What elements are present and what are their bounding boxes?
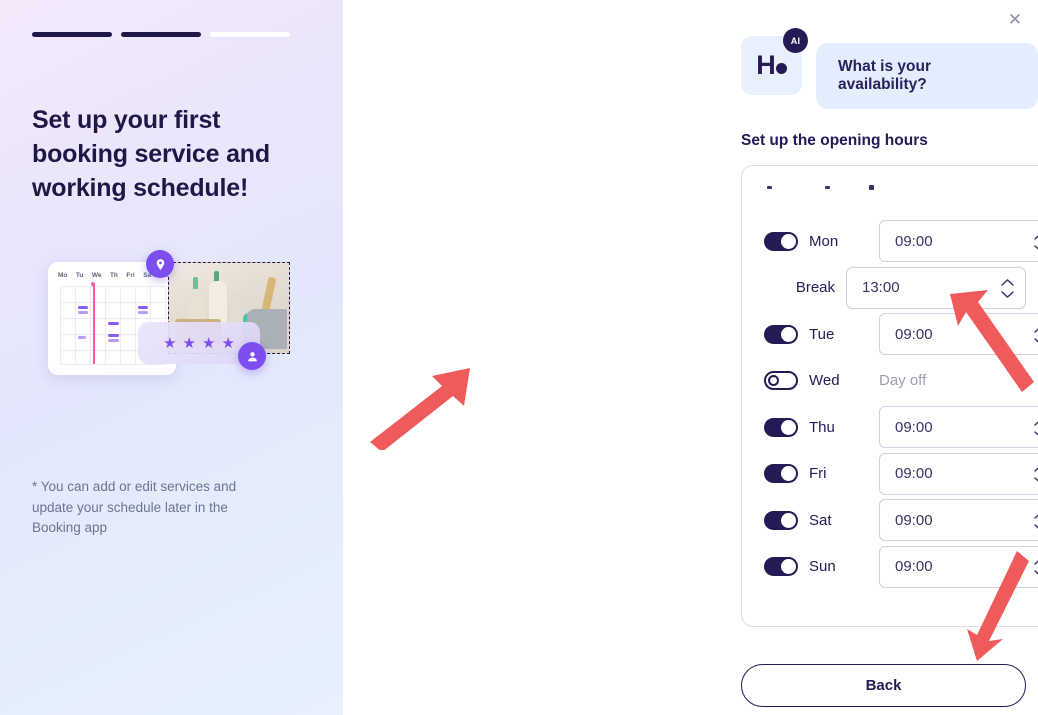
logo-letter: H (756, 50, 775, 80)
onboarding-illustration: Mo Tu We Th Fri Sa Su (40, 250, 290, 385)
page-title: Set up your first booking service and wo… (32, 106, 270, 202)
break-label: Break (795, 279, 835, 296)
day-name-label: Sun (809, 558, 836, 575)
ai-badge: AI (783, 28, 808, 53)
time-stepper[interactable] (1032, 407, 1038, 449)
day-toggle-wed[interactable] (764, 371, 798, 390)
day-name-label: Fri (809, 465, 827, 482)
start-time-input[interactable]: 09:00 (879, 499, 1038, 541)
calendar-day-fr: Fri (126, 272, 135, 279)
start-time-value: 09:00 (895, 232, 933, 250)
location-pin-icon (146, 250, 174, 278)
toggle-knob (781, 466, 796, 481)
opening-hours-panel: Mon09:0018:00+Break13:0014:00–Tue09:0018… (741, 165, 1038, 627)
assistant-message-bubble: What is your availability? (816, 43, 1038, 109)
helper-note: * You can add or edit services and updat… (32, 479, 237, 535)
wizard-footer: Back Next (741, 664, 1038, 707)
progress-step-1 (32, 32, 112, 37)
time-stepper[interactable] (1032, 221, 1038, 263)
star-icon: ★ (221, 334, 235, 352)
toggle-knob (781, 512, 796, 528)
rating-stars: ★ ★ ★ ★ (138, 322, 260, 364)
time-stepper[interactable] (1032, 500, 1038, 542)
start-time-input[interactable]: 09:00 (879, 313, 1038, 355)
day-toggle-tue[interactable] (764, 324, 798, 344)
day-row-wed: Wed Day off (742, 358, 1038, 404)
progress-step-3 (210, 32, 290, 37)
day-toggle-mon[interactable] (764, 231, 798, 251)
day-off-text: Day off (879, 372, 927, 389)
star-icon: ★ (163, 334, 177, 352)
user-avatar-icon (238, 342, 266, 370)
toggle-knob (781, 326, 796, 342)
main-content-panel: ✕ H AI What is your availability? Set up… (343, 0, 1038, 715)
day-name-label: Mon (809, 232, 839, 250)
time-stepper[interactable] (999, 268, 1015, 310)
day-name-label: Sat (809, 511, 832, 529)
progress-step-2 (121, 32, 201, 37)
start-time-input[interactable]: 13:00 (846, 266, 1026, 310)
calendar-day-th: Th (109, 272, 118, 279)
calendar-day-sa: Sa (143, 272, 152, 279)
day-name-label: Wed (809, 372, 840, 389)
day-toggle-fri[interactable] (764, 464, 798, 483)
day-toggle-sat[interactable] (764, 510, 798, 530)
progress-stepper (32, 32, 290, 37)
start-time-value: 13:00 (862, 279, 900, 296)
time-stepper[interactable] (1032, 547, 1038, 589)
start-time-value: 09:00 (895, 418, 933, 436)
day-toggle-thu[interactable] (764, 417, 798, 437)
clipped-scrolled-content (767, 185, 1038, 192)
toggle-knob (781, 233, 796, 249)
assistant-avatar: H AI (741, 28, 808, 95)
toggle-knob (781, 419, 796, 435)
toggle-knob (781, 559, 796, 574)
start-time-value: 09:00 (895, 325, 933, 343)
left-promo-panel: Set up your first booking service and wo… (0, 0, 343, 715)
start-time-value: 09:00 (895, 465, 933, 482)
logo-dot-icon (775, 63, 787, 74)
start-time-input[interactable]: 09:00 (879, 220, 1038, 262)
section-heading: Set up the opening hours (741, 132, 928, 149)
day-name-label: Thu (809, 418, 835, 436)
calendar-grid (60, 282, 166, 365)
calendar-day-tu: Tu (75, 272, 84, 279)
start-time-input[interactable]: 09:00 (879, 406, 1038, 448)
calendar-day-mo: Mo (58, 272, 68, 279)
start-time-value: 09:00 (895, 511, 933, 529)
start-time-input[interactable]: 09:00 (879, 545, 1038, 589)
calendar-day-we: We (91, 272, 102, 279)
star-icon: ★ (182, 334, 196, 352)
day-toggle-sun[interactable] (764, 557, 798, 576)
back-button[interactable]: Back (741, 664, 1026, 707)
close-icon[interactable]: ✕ (1001, 6, 1029, 34)
start-time-value: 09:00 (895, 558, 933, 575)
day-name-label: Tue (809, 325, 835, 343)
time-stepper[interactable] (1032, 314, 1038, 356)
time-stepper[interactable] (1032, 454, 1038, 496)
start-time-input[interactable]: 09:00 (879, 452, 1038, 496)
star-icon: ★ (202, 334, 216, 352)
assistant-header: H AI What is your availability? (741, 28, 1038, 109)
toggle-knob (768, 375, 779, 386)
